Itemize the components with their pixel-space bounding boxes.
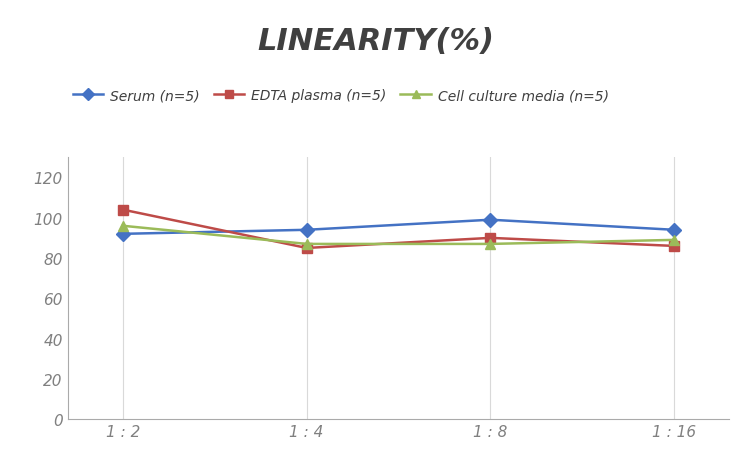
Serum (n=5) xyxy=(670,228,679,233)
EDTA plasma (n=5) xyxy=(302,246,311,251)
Cell culture media (n=5) xyxy=(486,242,495,247)
Serum (n=5) xyxy=(486,217,495,223)
EDTA plasma (n=5) xyxy=(670,244,679,249)
Cell culture media (n=5) xyxy=(302,242,311,247)
Cell culture media (n=5) xyxy=(118,224,127,229)
Line: EDTA plasma (n=5): EDTA plasma (n=5) xyxy=(118,205,679,253)
Serum (n=5) xyxy=(118,232,127,237)
Legend: Serum (n=5), EDTA plasma (n=5), Cell culture media (n=5): Serum (n=5), EDTA plasma (n=5), Cell cul… xyxy=(67,83,614,109)
Serum (n=5) xyxy=(302,228,311,233)
Line: Serum (n=5): Serum (n=5) xyxy=(118,216,679,239)
Cell culture media (n=5) xyxy=(670,238,679,243)
Line: Cell culture media (n=5): Cell culture media (n=5) xyxy=(118,221,679,249)
EDTA plasma (n=5) xyxy=(486,235,495,241)
Text: LINEARITY(%): LINEARITY(%) xyxy=(257,27,495,56)
EDTA plasma (n=5) xyxy=(118,207,127,213)
